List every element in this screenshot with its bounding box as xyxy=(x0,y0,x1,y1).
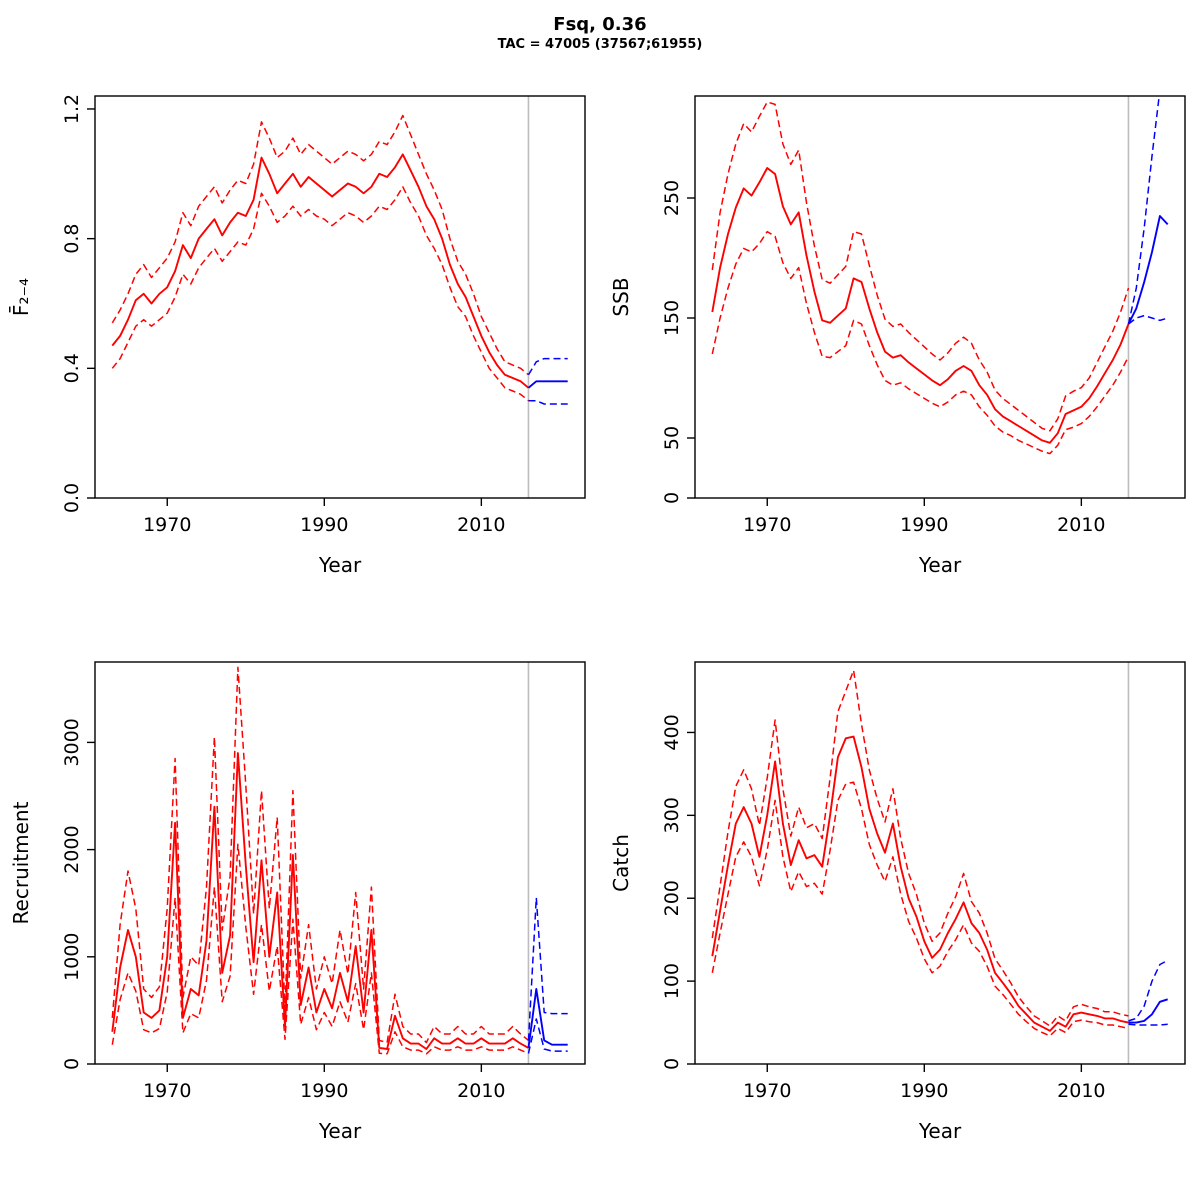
figure-title: Fsq, 0.36 xyxy=(553,14,647,35)
svg-text:1970: 1970 xyxy=(143,1080,191,1102)
svg-text:0: 0 xyxy=(61,1058,83,1070)
svg-text:1990: 1990 xyxy=(900,1080,948,1102)
svg-text:1990: 1990 xyxy=(900,514,948,536)
svg-text:Catch: Catch xyxy=(609,834,633,892)
svg-text:SSB: SSB xyxy=(609,277,633,316)
svg-text:2010: 2010 xyxy=(1057,514,1105,536)
svg-text:0: 0 xyxy=(661,1058,683,1070)
svg-text:1.2: 1.2 xyxy=(61,94,83,124)
svg-text:0.4: 0.4 xyxy=(61,353,83,383)
svg-text:150: 150 xyxy=(661,300,683,336)
svg-text:400: 400 xyxy=(661,714,683,750)
svg-text:2010: 2010 xyxy=(457,1080,505,1102)
svg-text:0: 0 xyxy=(661,492,683,504)
recruitment-panel: 1970 1990 2010 0 1000 2000 3000 Year Recruitment xyxy=(0,634,600,1200)
svg-text:2010: 2010 xyxy=(1057,1080,1105,1102)
ssb-panel: 1970 1990 2010 0 50 150 250 Year SSB xyxy=(600,68,1200,634)
svg-text:Year: Year xyxy=(918,553,962,577)
svg-text:1990: 1990 xyxy=(300,514,348,536)
svg-text:1970: 1970 xyxy=(143,514,191,536)
fbar-panel: 1970 1990 2010 0.0 0.4 0.8 1.2 Year F̄₂₋₄ xyxy=(0,68,600,634)
svg-text:Recruitment: Recruitment xyxy=(9,801,33,924)
svg-text:250: 250 xyxy=(661,180,683,216)
catch-chart: 1970 1990 2010 0 100 200 300 400 Year Catch xyxy=(609,661,1186,1143)
panel-grid: 1970 1990 2010 0.0 0.4 0.8 1.2 Year F̄₂₋₄ 1970 19… xyxy=(0,68,1200,1200)
svg-text:Year: Year xyxy=(318,1119,362,1143)
catch-panel: 1970 1990 2010 0 100 200 300 400 Year Catch xyxy=(600,634,1200,1200)
svg-text:Year: Year xyxy=(318,553,362,577)
svg-text:0.8: 0.8 xyxy=(61,224,83,254)
svg-text:100: 100 xyxy=(661,963,683,999)
figure-header: Fsq, 0.36 TAC = 47005 (37567;61955) xyxy=(0,14,1200,53)
svg-text:0.0: 0.0 xyxy=(61,483,83,513)
svg-text:300: 300 xyxy=(661,797,683,833)
recruitment-chart: 1970 1990 2010 0 1000 2000 3000 Year Recruitment xyxy=(9,661,586,1143)
svg-text:200: 200 xyxy=(661,880,683,916)
svg-text:3000: 3000 xyxy=(61,718,83,766)
svg-text:1990: 1990 xyxy=(300,1080,348,1102)
svg-text:1970: 1970 xyxy=(743,514,791,536)
svg-text:50: 50 xyxy=(661,426,683,450)
svg-text:2000: 2000 xyxy=(61,825,83,873)
svg-text:1970: 1970 xyxy=(743,1080,791,1102)
svg-text:1000: 1000 xyxy=(61,933,83,981)
svg-text:F̄₂₋₄: F̄₂₋₄ xyxy=(8,278,33,316)
fbar-chart: 1970 1990 2010 0.0 0.4 0.8 1.2 Year F̄₂₋₄ xyxy=(8,94,586,577)
figure-subtitle: TAC = 47005 (37567;61955) xyxy=(497,36,703,52)
ssb-chart: 1970 1990 2010 0 50 150 250 Year SSB xyxy=(609,95,1186,577)
svg-text:Year: Year xyxy=(918,1119,962,1143)
svg-text:2010: 2010 xyxy=(457,514,505,536)
